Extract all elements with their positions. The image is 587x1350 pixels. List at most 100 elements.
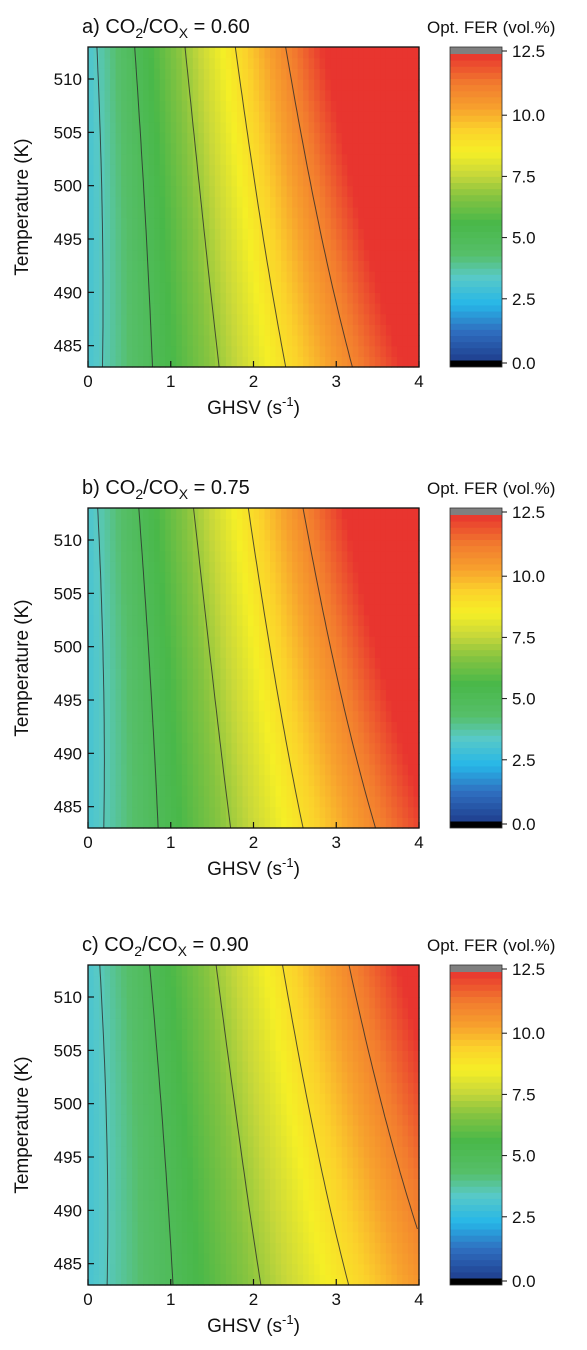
heatmap-cell [165, 313, 172, 325]
heatmap-cell [198, 700, 205, 712]
heatmap-cell [170, 604, 177, 616]
heatmap-cell [264, 1263, 271, 1275]
heatmap-cell [380, 508, 387, 520]
heatmap-cell [176, 657, 183, 669]
heatmap-cell [99, 292, 106, 304]
heatmap-cell [170, 1071, 177, 1083]
heatmap-cell [330, 313, 337, 325]
heatmap-cell [413, 625, 420, 637]
heatmap-cell [110, 540, 117, 552]
heatmap-cell [203, 986, 210, 998]
heatmap-cell [292, 796, 299, 808]
heatmap-cell [363, 593, 370, 605]
heatmap-cell [220, 292, 227, 304]
heatmap-cell [275, 313, 282, 325]
heatmap-cell [137, 732, 144, 744]
heatmap-cell [341, 508, 348, 520]
heatmap-cell [281, 1157, 288, 1169]
heatmap-cell [93, 614, 100, 626]
heatmap-cell [292, 582, 299, 594]
heatmap-cell [236, 1157, 244, 1169]
heatmap-cell [413, 636, 420, 648]
heatmap-cell [165, 1253, 172, 1265]
heatmap-cell [137, 1263, 144, 1275]
heatmap-cell [308, 239, 315, 251]
heatmap-cell [319, 668, 326, 680]
heatmap-cell [143, 100, 150, 112]
heatmap-cell [369, 529, 376, 541]
heatmap-cell [110, 1178, 117, 1190]
heatmap-cell [385, 604, 393, 616]
heatmap-cell [286, 796, 293, 808]
heatmap-cell [209, 111, 216, 123]
heatmap-cell [181, 1125, 188, 1137]
heatmap-cell [396, 249, 404, 261]
heatmap-cell [330, 689, 337, 701]
heatmap-cell [143, 817, 150, 829]
heatmap-cell [154, 1167, 161, 1179]
heatmap-cell [247, 1018, 255, 1030]
heatmap-cell [110, 1050, 117, 1062]
heatmap-cell [231, 1167, 238, 1179]
heatmap-cell [396, 89, 404, 101]
heatmap-cell [259, 529, 266, 541]
heatmap-cell [347, 668, 354, 680]
heatmap-cell [336, 625, 343, 637]
heatmap-cell [137, 185, 144, 197]
heatmap-cell [126, 175, 133, 187]
heatmap-cell [170, 732, 177, 744]
heatmap-cell [325, 817, 332, 829]
heatmap-cell [385, 239, 393, 251]
heatmap-cell [325, 636, 332, 648]
heatmap-cell [121, 1274, 128, 1286]
heatmap-cell [154, 68, 161, 80]
heatmap-cell [99, 1039, 106, 1051]
heatmap-cell [286, 518, 293, 530]
heatmap-cell [104, 742, 111, 754]
heatmap-cell [352, 335, 359, 347]
heatmap-cell [126, 710, 133, 722]
heatmap-cell [297, 47, 304, 59]
heatmap-cell [385, 271, 393, 283]
heatmap-cell [303, 1061, 310, 1073]
heatmap-cell [402, 313, 409, 325]
heatmap-cell [192, 518, 199, 530]
heatmap-cell [198, 1210, 205, 1222]
heatmap-cell [407, 239, 415, 251]
heatmap-cell [336, 732, 343, 744]
heatmap-cell [281, 636, 288, 648]
heatmap-cell [137, 207, 144, 219]
heatmap-cell [154, 1146, 161, 1158]
heatmap-cell [126, 335, 133, 347]
colorbar-over [450, 47, 502, 54]
heatmap-cell [110, 1039, 117, 1051]
heatmap-cell [148, 529, 155, 541]
heatmap-cell [214, 518, 221, 530]
heatmap-cell [225, 1253, 233, 1265]
heatmap-cell [380, 700, 387, 712]
heatmap-cell [385, 646, 393, 658]
heatmap-cell [407, 249, 415, 261]
heatmap-cell [231, 313, 238, 325]
heatmap-cell [281, 975, 288, 987]
heatmap-cell [159, 975, 166, 987]
heatmap-cell [203, 518, 210, 530]
heatmap-cell [303, 1221, 310, 1233]
heatmap-cell [99, 668, 106, 680]
heatmap-cell [203, 79, 210, 91]
colorbar-tick-label: 12.5 [512, 42, 545, 61]
heatmap-cell [396, 100, 404, 112]
heatmap-cell [159, 1061, 166, 1073]
heatmap-cell [319, 271, 326, 283]
heatmap-cell [104, 965, 111, 977]
heatmap-cell [297, 742, 304, 754]
heatmap-cell [275, 143, 282, 155]
heatmap-cell [264, 153, 271, 165]
heatmap-cell [325, 561, 332, 573]
heatmap-cell [143, 185, 150, 197]
heatmap-cell [115, 1018, 122, 1030]
heatmap-cell [198, 68, 205, 80]
heatmap-cell [192, 572, 199, 584]
heatmap-cell [148, 1146, 155, 1158]
heatmap-cell [275, 1157, 282, 1169]
